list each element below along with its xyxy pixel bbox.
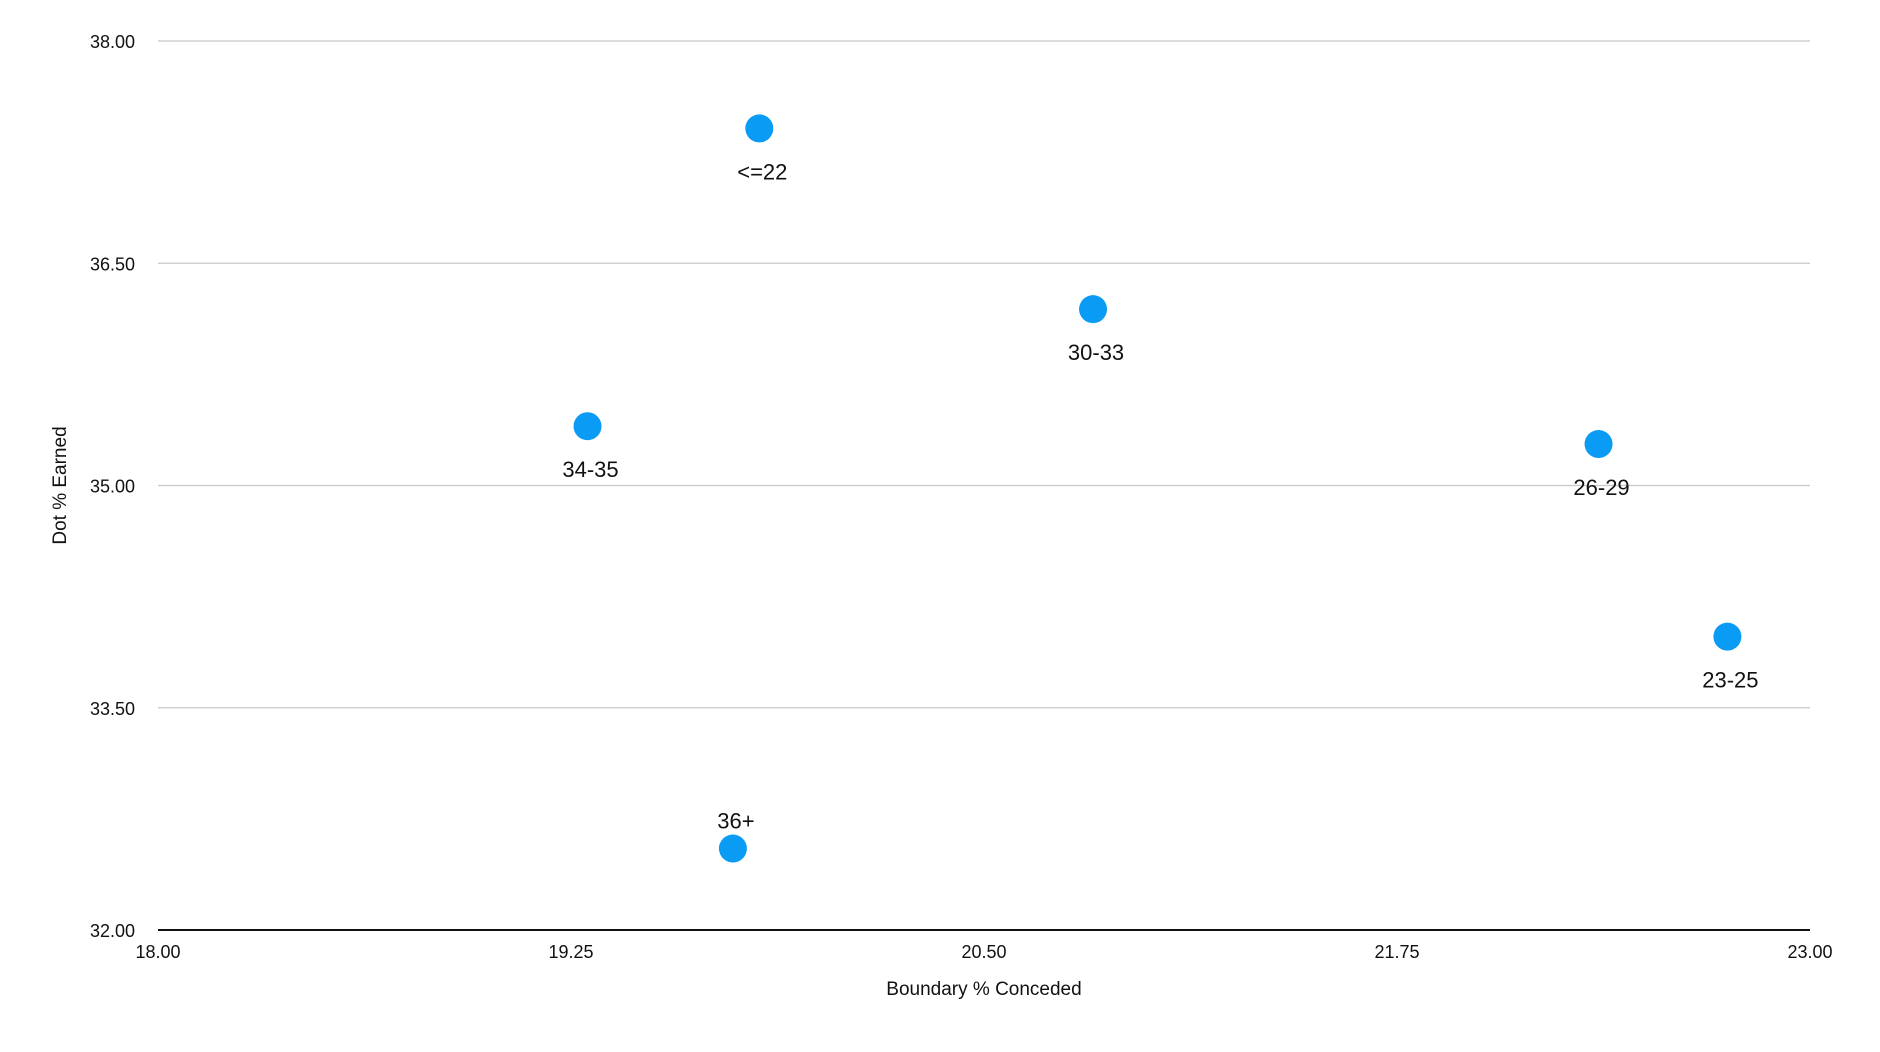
y-axis-title: Dot % Earned	[50, 426, 71, 544]
x-tick-label: 19.25	[548, 942, 593, 962]
data-label: 23-25	[1702, 668, 1758, 693]
data-label: 36+	[717, 809, 754, 834]
data-label: 34-35	[562, 457, 618, 482]
y-tick-label: 33.50	[90, 699, 135, 719]
data-points	[573, 114, 1742, 863]
data-point	[573, 412, 602, 441]
x-tick-label: 21.75	[1374, 942, 1419, 962]
x-tick-label: 20.50	[961, 942, 1006, 962]
data-label: 26-29	[1573, 475, 1629, 500]
data-point	[718, 834, 747, 863]
y-tick-label: 35.00	[90, 477, 135, 497]
data-point	[1584, 430, 1613, 459]
data-point	[1079, 295, 1108, 324]
y-tick-label: 36.50	[90, 254, 135, 274]
data-point	[745, 114, 774, 143]
gridlines	[158, 40, 1810, 709]
x-tick-labels: 18.00 19.25 20.50 21.75 23.00	[135, 942, 1832, 962]
x-tick-label: 18.00	[135, 942, 180, 962]
data-point	[1713, 622, 1742, 651]
x-tick-label: 23.00	[1787, 942, 1832, 962]
data-labels: <=22 30-33 34-35 26-29 23-25 36+	[562, 159, 1758, 833]
x-axis-title: Boundary % Conceded	[886, 979, 1081, 1000]
data-label: <=22	[737, 159, 787, 184]
y-tick-label: 32.00	[90, 921, 135, 941]
data-label: 30-33	[1068, 340, 1124, 365]
y-tick-labels: 32.00 33.50 35.00 36.50 38.00	[90, 32, 135, 941]
y-tick-label: 38.00	[90, 32, 135, 52]
